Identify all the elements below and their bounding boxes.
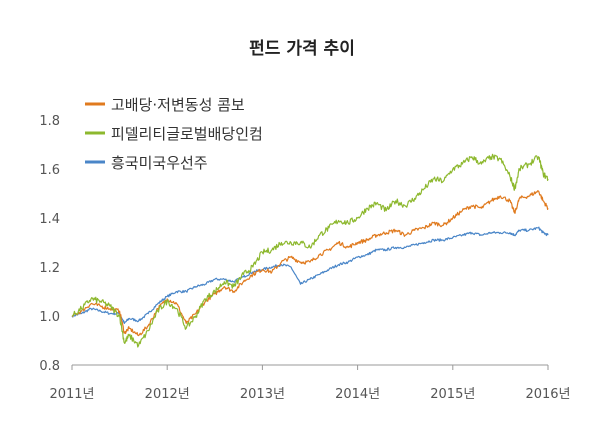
legend-label: 피델리티글로벌배당인컴 bbox=[111, 125, 263, 143]
x-tick-label: 2012년 bbox=[145, 387, 190, 402]
y-tick-label: 1.0 bbox=[39, 310, 60, 325]
y-tick-label: 1.6 bbox=[39, 163, 60, 178]
x-tick-label: 2016년 bbox=[525, 387, 570, 402]
axes: 0.8 1.0 1.2 1.4 1.6 1.8 2011년 2012년 2013년 2014년 20… bbox=[39, 114, 570, 402]
series-line-2 bbox=[71, 153, 549, 348]
chart-title: 펀드 가격 추이 bbox=[249, 39, 355, 59]
legend-label: 흥국미국우선주 bbox=[111, 154, 208, 172]
y-tick-label: 1.8 bbox=[39, 114, 60, 129]
y-tick-label: 1.2 bbox=[39, 261, 60, 276]
x-tick-label: 2015년 bbox=[430, 387, 475, 402]
series-lines bbox=[71, 153, 549, 348]
legend-label: 고배당·저변동성 콤보 bbox=[111, 96, 245, 114]
y-tick-label: 1.4 bbox=[39, 212, 60, 227]
x-tick-label: 2014년 bbox=[335, 387, 380, 402]
x-tick-label: 2013년 bbox=[240, 387, 285, 402]
x-tick-label: 2011년 bbox=[49, 387, 94, 402]
series-line-3 bbox=[71, 226, 549, 324]
series-line-1 bbox=[71, 190, 549, 337]
y-tick-label: 0.8 bbox=[39, 359, 60, 374]
